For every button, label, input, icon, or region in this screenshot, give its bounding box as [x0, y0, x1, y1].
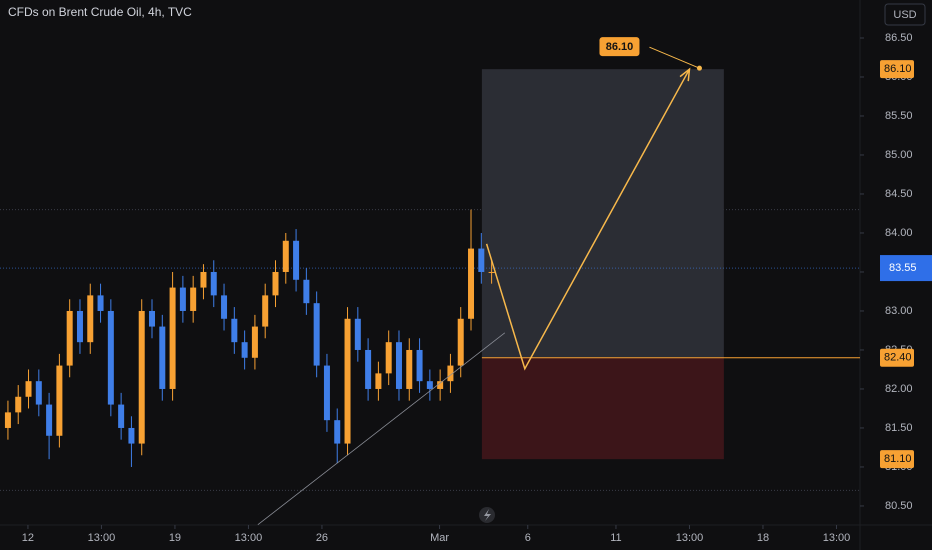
candle-body [282, 240, 289, 272]
candle-body [221, 295, 228, 319]
candle-body [149, 310, 156, 327]
plot: 86.10 [0, 37, 860, 526]
y-tick-label: 86.50 [885, 32, 913, 44]
candle-body [426, 381, 433, 389]
y-tick-label: 85.50 [885, 110, 913, 122]
candle-body [56, 365, 63, 436]
entry-badge-label: 82.40 [884, 352, 912, 364]
x-tick-label: 13:00 [823, 532, 851, 544]
candle-body [118, 404, 125, 428]
last-price-label: 83.55 [889, 262, 917, 274]
chart-title: CFDs on Brent Crude Oil, 4h, TVC [8, 5, 192, 19]
x-tick-label: 19 [169, 532, 181, 544]
replay-bolt [484, 509, 491, 521]
candle-body [35, 381, 42, 405]
candle-body [416, 349, 423, 382]
candle-body [107, 310, 114, 405]
candle-body [447, 365, 454, 382]
candle-body [385, 342, 392, 374]
candle-body [46, 404, 53, 436]
candle-body [395, 342, 402, 389]
candle-body [169, 287, 176, 389]
currency-button[interactable] [884, 3, 926, 26]
candle-body [128, 427, 135, 444]
projection-path [485, 68, 691, 371]
trendline [257, 332, 506, 526]
candle-body [138, 310, 145, 444]
y-tick-label: 84.50 [885, 188, 913, 200]
projection-arrowhead [679, 67, 691, 82]
candle-body [200, 271, 207, 288]
candle-body [293, 240, 300, 280]
y-tick-label: 82.00 [885, 383, 913, 395]
x-tick-label: 13:00 [88, 532, 116, 544]
x-tick-label: 13:00 [676, 532, 704, 544]
candle-body [354, 318, 361, 350]
candle-body [334, 420, 341, 444]
candle-body [478, 248, 485, 272]
candle-body [210, 271, 217, 296]
x-tick-label: 26 [316, 532, 328, 544]
stop-zone [481, 357, 724, 460]
currency-label: USD [893, 9, 916, 21]
candle-body [25, 381, 32, 397]
candle-body [241, 342, 248, 358]
candle-body [272, 271, 279, 296]
y-tick-label: 80.50 [885, 500, 913, 512]
x-tick-label: 13:00 [235, 532, 263, 544]
candle-body [457, 318, 464, 366]
candle-body [488, 271, 495, 273]
x-tick-label: 11 [610, 532, 621, 544]
candle-body [159, 326, 166, 389]
stop-badge-label: 81.10 [884, 453, 912, 465]
candle-body [97, 295, 104, 311]
candle-body [76, 310, 83, 343]
candle-body [231, 318, 238, 343]
target-badge-label: 86.10 [884, 63, 912, 75]
candle-body [303, 279, 310, 304]
projection-callout-line [649, 46, 700, 69]
last-price-badge [880, 255, 932, 282]
candle-body [179, 287, 186, 311]
x-tick-label: 18 [757, 532, 769, 544]
y-tick-label: 85.00 [885, 149, 913, 161]
candle-body [87, 295, 94, 343]
projection-callout-label: 86.10 [606, 41, 634, 53]
y-tick-label: 81.50 [885, 422, 913, 434]
target-zone [481, 69, 724, 358]
target-badge [880, 60, 914, 79]
stop-badge [880, 450, 914, 469]
candle-body [365, 349, 372, 389]
candle-body [4, 412, 11, 428]
candle-body [190, 287, 197, 311]
candle-body [468, 248, 475, 319]
x-tick-label: Mar [430, 532, 449, 544]
candle-body [313, 303, 320, 366]
y-tick-label: 84.00 [885, 227, 913, 239]
candle-body [251, 326, 258, 358]
projection-callout [599, 37, 640, 57]
candle-body [262, 295, 269, 327]
candle-body [66, 310, 73, 366]
candle-body [406, 349, 413, 389]
candle-body [15, 396, 22, 413]
candle-body [437, 381, 444, 389]
candle-body [375, 373, 382, 389]
x-tick-label: 6 [525, 532, 531, 544]
x-tick-label: 12 [22, 532, 34, 544]
candle-body [344, 318, 351, 444]
entry-badge [880, 348, 914, 367]
y-tick-label: 83.00 [885, 305, 913, 317]
candle-body [323, 365, 330, 421]
